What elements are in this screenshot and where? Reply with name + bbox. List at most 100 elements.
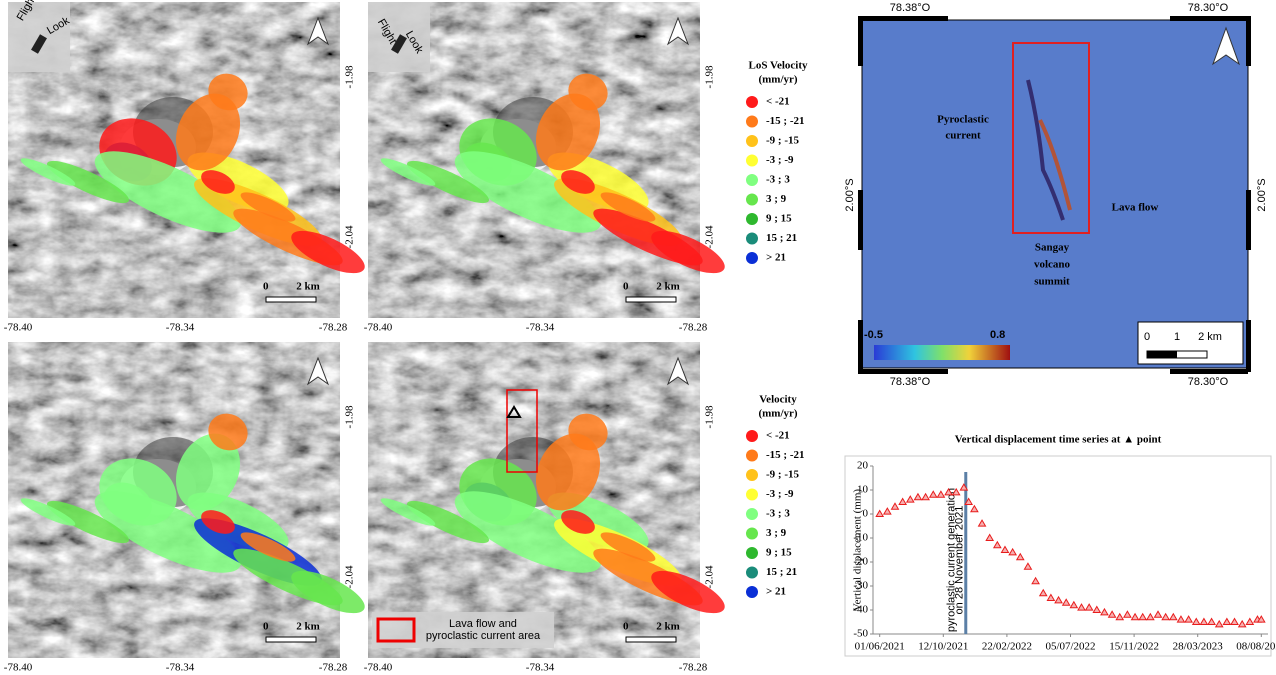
legend-swatch bbox=[746, 96, 758, 108]
data-point bbox=[1070, 602, 1077, 608]
lon-tick-label: -78.40 bbox=[4, 322, 33, 334]
scale-label: 2 km bbox=[656, 621, 680, 633]
scale-bar bbox=[1147, 351, 1177, 358]
legend-swatch bbox=[746, 155, 758, 167]
data-point bbox=[994, 542, 1001, 548]
data-point bbox=[1040, 590, 1047, 596]
data-point bbox=[914, 494, 921, 500]
legend-title: Velocity bbox=[759, 394, 797, 406]
legend-title: (mm/yr) bbox=[758, 408, 797, 420]
data-point bbox=[1024, 563, 1031, 569]
data-point bbox=[899, 499, 906, 505]
data-point bbox=[1009, 549, 1016, 555]
x-tick-label: 12/10/2021 bbox=[918, 641, 968, 653]
legend-swatch bbox=[746, 508, 758, 520]
legend-label: -15 ; -21 bbox=[766, 449, 805, 461]
scale-label: 0 bbox=[623, 281, 629, 293]
data-point bbox=[971, 506, 978, 512]
data-point bbox=[922, 494, 929, 500]
legend-label: -15 ; -21 bbox=[766, 115, 805, 127]
legend-label: < -21 bbox=[766, 96, 790, 108]
pyroclastic-label: current bbox=[945, 130, 981, 142]
lon-label: 78.38°O bbox=[890, 376, 931, 388]
x-tick-label: 08/08/2023 bbox=[1236, 641, 1276, 653]
frame-tick bbox=[1246, 190, 1251, 250]
scale-label: 1 bbox=[1174, 331, 1180, 343]
data-point bbox=[1155, 611, 1162, 617]
x-tick-label: 28/03/2023 bbox=[1173, 641, 1224, 653]
data-point bbox=[876, 511, 883, 517]
legend-label: 15 ; 21 bbox=[766, 566, 797, 578]
summit-label: Sangay bbox=[1035, 242, 1070, 254]
frame-tick bbox=[858, 320, 863, 372]
scale-label: 2 km bbox=[656, 281, 680, 293]
data-point bbox=[1139, 614, 1146, 620]
legend: LoS Velocity(mm/yr)< -21-15 ; -21-9 ; -1… bbox=[746, 60, 808, 264]
scale-bar bbox=[626, 297, 676, 302]
legend-swatch bbox=[746, 233, 758, 245]
legend-swatch bbox=[746, 489, 758, 501]
legend-swatch bbox=[746, 252, 758, 264]
data-point bbox=[1032, 578, 1039, 584]
scale-label: 0 bbox=[263, 621, 269, 633]
frame-tick bbox=[858, 369, 948, 374]
legend-label: < -21 bbox=[766, 430, 790, 442]
data-point bbox=[1185, 616, 1192, 622]
data-point bbox=[1223, 619, 1230, 625]
lon-tick-label: -78.34 bbox=[526, 662, 555, 674]
x-tick-label: 01/06/2021 bbox=[855, 641, 905, 653]
summit-label: summit bbox=[1034, 276, 1070, 288]
legend-label: -3 ; -9 bbox=[766, 488, 794, 500]
legend-label: -3 ; -9 bbox=[766, 154, 794, 166]
data-point bbox=[1101, 609, 1108, 615]
time-series-chart: Vertical displacement time series at ▲ p… bbox=[845, 434, 1276, 656]
lat-tick-label: -1.98 bbox=[344, 65, 356, 88]
frame-tick bbox=[1170, 16, 1248, 21]
lon-tick-label: -78.40 bbox=[4, 662, 33, 674]
legend-label: -9 ; -15 bbox=[766, 469, 799, 481]
data-point bbox=[1078, 604, 1085, 610]
data-point bbox=[937, 491, 944, 497]
data-point bbox=[1055, 597, 1062, 603]
lat-tick-label: -2.04 bbox=[344, 225, 356, 248]
data-point bbox=[930, 491, 937, 497]
legend-swatch bbox=[746, 469, 758, 481]
pyroclastic-label: Pyroclastic bbox=[937, 114, 989, 126]
inset-map: 78.38°O78.30°O78.38°O78.30°O2.00°S2.00°S… bbox=[844, 2, 1268, 388]
chart-title: Vertical displacement time series at ▲ p… bbox=[955, 434, 1162, 446]
lon-label: 78.38°O bbox=[890, 2, 931, 14]
colorbar bbox=[874, 345, 1010, 360]
data-point bbox=[1093, 607, 1100, 613]
lon-tick-label: -78.34 bbox=[166, 322, 195, 334]
data-point bbox=[1116, 614, 1123, 620]
legend-swatch bbox=[746, 194, 758, 206]
legend-swatch bbox=[746, 528, 758, 540]
scale-bar bbox=[266, 297, 316, 302]
scale-label: 2 km bbox=[296, 621, 320, 633]
x-tick-label: 15/11/2022 bbox=[1109, 641, 1159, 653]
data-point bbox=[1200, 619, 1207, 625]
legend-swatch bbox=[746, 116, 758, 128]
colorbar-label: 0.8 bbox=[990, 329, 1005, 341]
lat-tick-label: -2.04 bbox=[704, 225, 716, 248]
scale-label: 0 bbox=[623, 621, 629, 633]
data-point bbox=[1109, 611, 1116, 617]
legend-label: > 21 bbox=[766, 586, 786, 598]
data-point bbox=[1216, 621, 1223, 627]
lon-label: 78.30°O bbox=[1188, 376, 1229, 388]
lon-label: 78.30°O bbox=[1188, 2, 1229, 14]
legend-label: -3 ; 3 bbox=[766, 174, 790, 186]
figure: 02 kmFlightLook-78.40-78.34-78.28-1.98-2… bbox=[0, 0, 1276, 675]
map-panel: 02 kmFlightLook-78.40-78.34-78.28-1.98-2… bbox=[364, 2, 730, 334]
frame-tick bbox=[1246, 320, 1251, 372]
frame-tick bbox=[858, 16, 948, 21]
y-axis-label: Vertical displacement (mm) bbox=[852, 489, 864, 612]
data-point bbox=[1086, 604, 1093, 610]
frame-tick bbox=[1170, 369, 1248, 374]
data-point bbox=[884, 508, 891, 514]
data-point bbox=[1001, 547, 1008, 553]
frame-tick bbox=[858, 16, 863, 66]
lon-tick-label: -78.34 bbox=[526, 322, 555, 334]
